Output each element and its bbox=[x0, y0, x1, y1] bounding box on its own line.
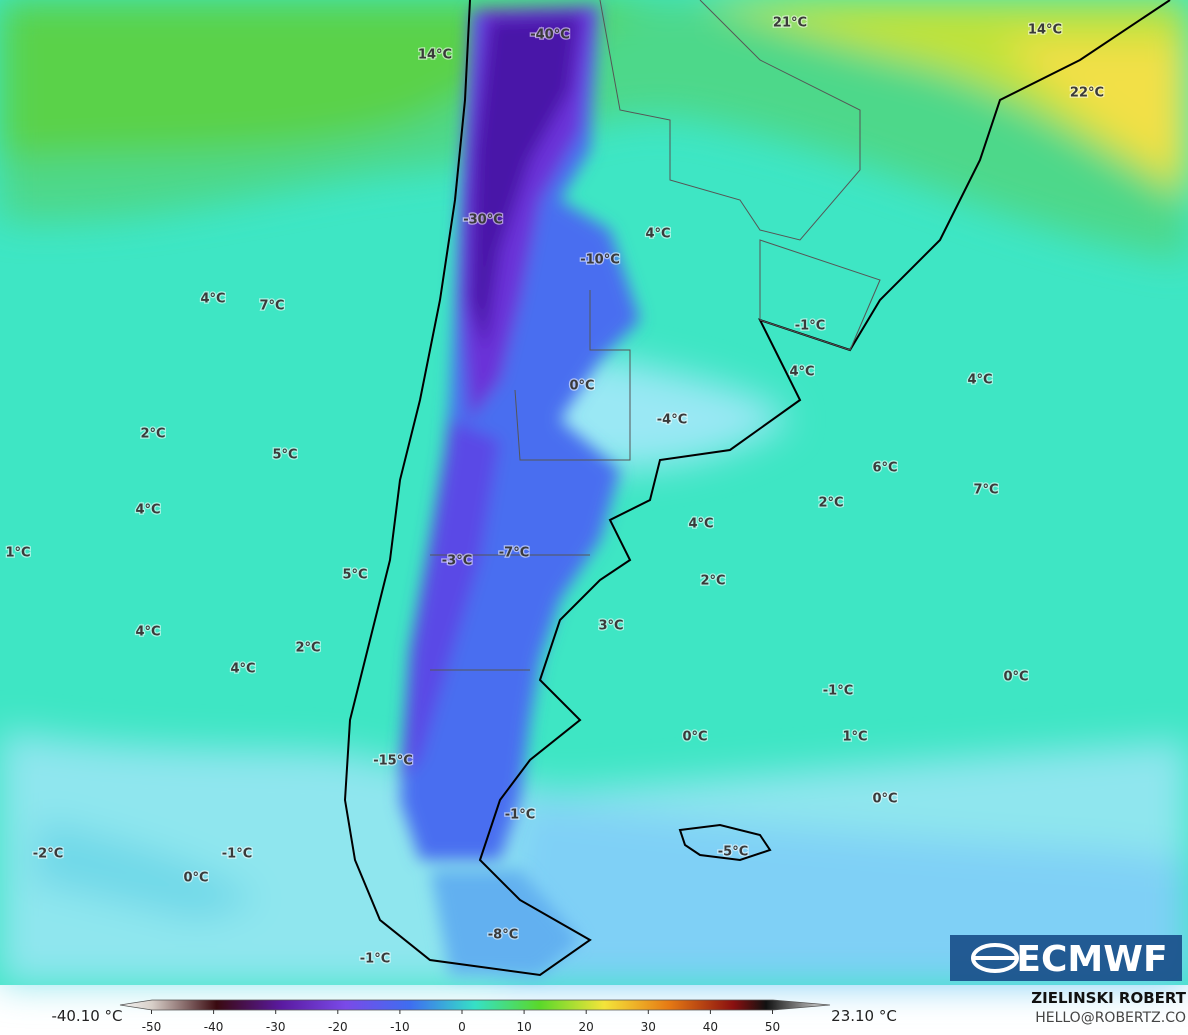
temperature-label: 1°C bbox=[5, 546, 30, 561]
temperature-label: 0°C bbox=[1003, 670, 1028, 685]
credit-email: HELLO@ROBERTZ.CO bbox=[1035, 1010, 1186, 1026]
colorbar-tick-label: 0 bbox=[458, 1020, 466, 1034]
temperature-label: -15°C bbox=[373, 754, 413, 769]
colorbar-tick-label: -50 bbox=[142, 1020, 162, 1034]
temperature-label: -8°C bbox=[488, 928, 518, 943]
temperature-label: -5°C bbox=[718, 845, 748, 860]
colorbar-max: 23.10 °C bbox=[831, 1007, 897, 1025]
temperature-label: -1°C bbox=[222, 847, 252, 862]
temperature-label: 0°C bbox=[872, 792, 897, 807]
temperature-label: 4°C bbox=[135, 625, 160, 640]
temperature-label: 2°C bbox=[295, 641, 320, 656]
logo: ECMWF bbox=[950, 935, 1182, 981]
colorbar-tick-label: 40 bbox=[703, 1020, 718, 1034]
temperature-label: -1°C bbox=[360, 952, 390, 967]
temperature-label: 21°C bbox=[773, 16, 807, 31]
temperature-label: 7°C bbox=[973, 483, 998, 498]
temperature-label: -30°C bbox=[463, 213, 503, 228]
colorbar-tick-label: 10 bbox=[516, 1020, 531, 1034]
colorbar-min: -40.10 °C bbox=[51, 1007, 122, 1025]
temperature-label: 5°C bbox=[272, 448, 297, 463]
temperature-label: 4°C bbox=[645, 227, 670, 242]
map bbox=[0, 0, 1188, 985]
colorbar-tick-label: 20 bbox=[579, 1020, 594, 1034]
temperature-label: -4°C bbox=[657, 413, 687, 428]
temperature-label: 7°C bbox=[259, 299, 284, 314]
temperature-label: 1°C bbox=[842, 730, 867, 745]
temperature-label: -40°C bbox=[530, 28, 570, 43]
colorbar: -50 -40 -30 -20 -10 0 10 20 30 40 50 -40.10 °C 23.… bbox=[51, 999, 897, 1034]
temperature-labels: 14°C -40°C 21°C 14°C 22°C -30°C -10°C 4°C 4°C 7°C… bbox=[4, 14, 1105, 968]
temperature-label: 4°C bbox=[230, 662, 255, 677]
temperature-label: 6°C bbox=[872, 461, 897, 476]
temperature-label: 4°C bbox=[688, 517, 713, 532]
temperature-label: -1°C bbox=[823, 684, 853, 699]
colorbar-tick-label: 50 bbox=[765, 1020, 780, 1034]
temperature-label: 14°C bbox=[418, 48, 452, 63]
colorbar-tick-label: -30 bbox=[266, 1020, 286, 1034]
logo-text: ECMWF bbox=[1016, 939, 1167, 980]
temperature-label: 14°C bbox=[1028, 23, 1062, 38]
temperature-label: 4°C bbox=[967, 373, 992, 388]
colorbar-tick-label: -20 bbox=[328, 1020, 348, 1034]
temperature-label: 0°C bbox=[569, 379, 594, 394]
temperature-label: 2°C bbox=[818, 496, 843, 511]
temperature-label: -7°C bbox=[499, 546, 529, 561]
temperature-label: 0°C bbox=[183, 871, 208, 886]
temperature-label: 4°C bbox=[200, 292, 225, 307]
temperature-label: -1°C bbox=[795, 319, 825, 334]
temperature-label: 4°C bbox=[789, 365, 814, 380]
temperature-label: -1°C bbox=[505, 808, 535, 823]
temperature-label: 2°C bbox=[140, 427, 165, 442]
temperature-label: 22°C bbox=[1070, 86, 1104, 101]
colorbar-tick-label: -40 bbox=[204, 1020, 224, 1034]
temperature-label: -2°C bbox=[33, 847, 63, 862]
temperature-label: 4°C bbox=[135, 503, 160, 518]
credit-name: ZIELINSKI ROBERT bbox=[1031, 989, 1186, 1007]
temperature-label: -3°C bbox=[442, 554, 472, 569]
temperature-label: 3°C bbox=[598, 619, 623, 634]
temperature-label: 5°C bbox=[342, 568, 367, 583]
temperature-label: 2°C bbox=[700, 574, 725, 589]
colorbar-tick-label: 30 bbox=[641, 1020, 656, 1034]
temperature-label: -10°C bbox=[580, 253, 620, 268]
temperature-label: 0°C bbox=[682, 730, 707, 745]
colorbar-tick-label: -10 bbox=[390, 1020, 410, 1034]
